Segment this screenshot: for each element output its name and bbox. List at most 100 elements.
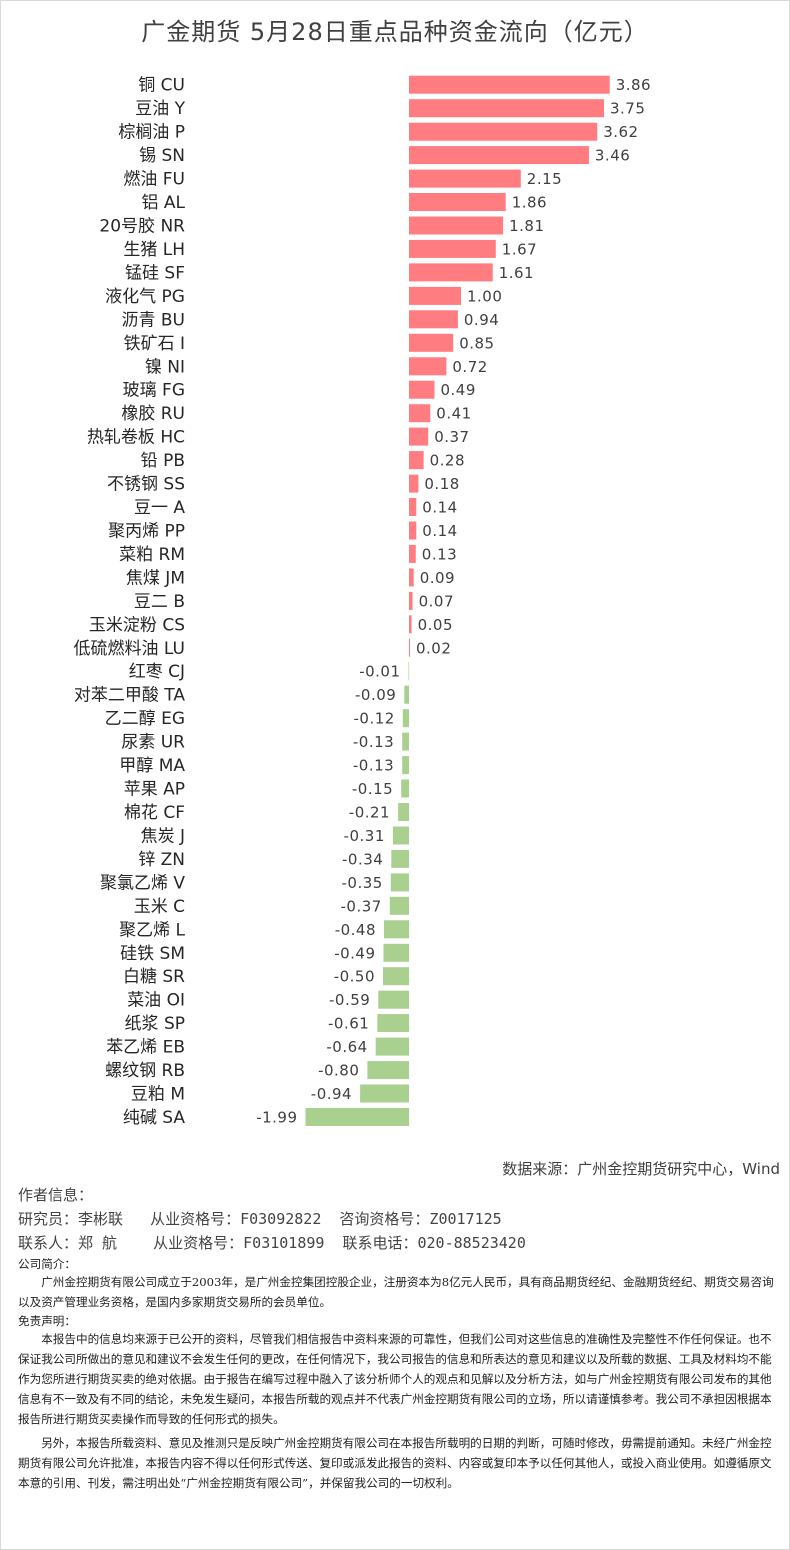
value-label: -0.48 <box>335 921 376 939</box>
category-label: 锌 ZN <box>138 850 185 870</box>
category-label: 焦炭 J <box>141 827 185 847</box>
bar <box>367 1061 409 1080</box>
bar <box>360 1084 409 1103</box>
category-label: 铅 PB <box>141 451 185 471</box>
category-label: 铝 AL <box>141 193 185 213</box>
category-label: 甲醇 MA <box>119 756 185 776</box>
value-label: -0.01 <box>359 663 400 681</box>
category-label: 镍 NI <box>145 357 185 377</box>
category-label: 苯乙烯 EB <box>106 1038 185 1058</box>
category-label: 沥青 BU <box>121 310 185 330</box>
bar <box>409 99 604 118</box>
bar <box>409 193 506 211</box>
value-label: 0.37 <box>434 428 469 446</box>
value-label: -0.09 <box>355 686 396 704</box>
bar <box>409 638 410 657</box>
category-label: 棕榈油 P <box>118 123 185 143</box>
category-label: 聚乙烯 L <box>119 920 185 940</box>
category-label: 红枣 CJ <box>129 662 185 682</box>
value-label: 3.46 <box>595 147 630 165</box>
bar <box>402 709 409 728</box>
bar <box>409 357 447 376</box>
category-label: 豆二 B <box>134 592 185 612</box>
bar <box>409 75 610 94</box>
value-label: 0.49 <box>441 381 476 399</box>
bar <box>392 826 409 845</box>
bar <box>409 568 414 587</box>
category-label: 玻璃 FG <box>123 381 185 401</box>
category-label: 橡胶 RU <box>121 404 185 424</box>
category-label: 铁矿石 I <box>124 334 185 354</box>
value-label: 0.94 <box>464 311 499 329</box>
value-label: -0.13 <box>353 733 394 751</box>
data-source: 数据来源：广州金控期货研究中心，Wind <box>502 1160 780 1178</box>
value-label: -0.21 <box>349 804 390 822</box>
company-intro-title: 公司简介： <box>18 1257 76 1271</box>
bar-chart: 铜 CU 3.86 豆油 Y 3.75 棕榈油 P 3.62 锡 SN 3.46 燃油 FU 2.… <box>74 75 651 1128</box>
category-label: 棉花 CF <box>124 803 185 823</box>
category-label: 豆一 A <box>134 498 185 518</box>
author-info-title: 作者信息： <box>18 1186 94 1204</box>
category-label: 豆油 Y <box>135 99 185 119</box>
value-label: 1.67 <box>502 240 537 258</box>
category-label: 低硫燃料油 LU <box>74 639 185 659</box>
value-label: -0.59 <box>329 991 370 1009</box>
bar <box>389 896 409 915</box>
category-label: 锡 SN <box>139 146 185 166</box>
bar <box>409 404 431 423</box>
bar <box>384 920 409 939</box>
category-label: 热轧卷板 HC <box>87 428 185 448</box>
value-label: 0.07 <box>419 592 454 610</box>
value-label: 0.02 <box>416 639 451 657</box>
value-label: 3.86 <box>616 76 651 94</box>
bar <box>377 1014 409 1033</box>
bar <box>409 451 424 470</box>
researcher-line: 研究员：李彬联 从业资格号：F03092822 咨询资格号：Z0017125 <box>18 1210 502 1228</box>
value-label: -1.99 <box>256 1109 297 1127</box>
value-label: -0.49 <box>334 944 375 962</box>
category-label: 螺纹钢 RB <box>105 1061 185 1081</box>
bar <box>305 1108 409 1126</box>
bar <box>409 122 598 141</box>
value-label: 0.14 <box>422 499 457 517</box>
bar <box>409 146 589 165</box>
bar <box>409 498 417 516</box>
value-label: 1.61 <box>499 264 534 282</box>
bar <box>402 756 409 775</box>
value-label: -0.94 <box>311 1085 352 1103</box>
value-label: -0.61 <box>328 1015 369 1033</box>
category-label: 锰硅 SF <box>125 263 185 283</box>
category-label: 菜油 OI <box>127 991 185 1011</box>
category-label: 对苯二甲酸 TA <box>74 686 185 706</box>
value-label: 2.15 <box>527 170 562 188</box>
bar <box>409 310 458 329</box>
bar <box>383 967 409 986</box>
bar <box>409 380 435 399</box>
bar <box>402 732 409 751</box>
bar <box>378 990 409 1009</box>
bar <box>409 286 461 305</box>
value-label: 0.72 <box>452 358 487 376</box>
value-label: 1.81 <box>509 217 544 235</box>
value-label: 3.75 <box>610 100 645 118</box>
category-label: 生猪 LH <box>123 240 185 260</box>
value-label: -0.15 <box>352 780 393 798</box>
bar <box>409 427 429 446</box>
category-label: 硅铁 SM <box>120 944 185 964</box>
bar <box>409 169 521 188</box>
bar <box>409 521 417 540</box>
bar <box>404 685 409 704</box>
value-label: 0.18 <box>424 475 459 493</box>
category-label: 燃油 FU <box>123 170 185 190</box>
bar <box>409 615 412 634</box>
disclaimer-text: 本报告中的信息均来源于已公开的资料，尽管我们相信报告中资料来源的可靠性，但我们公… <box>18 1332 772 1426</box>
value-label: -0.13 <box>353 757 394 775</box>
value-label: 0.41 <box>436 405 471 423</box>
bar <box>391 849 409 868</box>
value-label: 0.28 <box>430 452 465 470</box>
bar <box>390 873 409 892</box>
value-label: 1.00 <box>467 287 502 305</box>
value-label: -0.34 <box>342 850 383 868</box>
category-label: 20号胶 NR <box>99 217 185 237</box>
disclaimer-title: 免责声明： <box>18 1314 76 1328</box>
